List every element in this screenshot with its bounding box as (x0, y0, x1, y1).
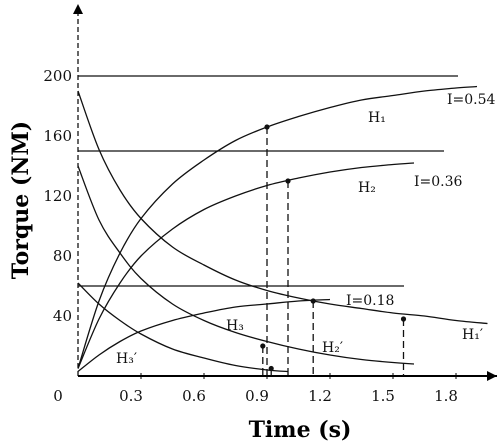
x-axis-title: Time (s) (249, 417, 352, 443)
x-tick-label: 0.6 (182, 387, 206, 405)
intersection-point (268, 365, 274, 372)
x-tick-label: 1.2 (308, 387, 332, 405)
series-label: H₂′ (322, 340, 343, 356)
series-line (77, 162, 415, 369)
y-axis-arrow (73, 4, 83, 14)
y-tick-label: 120 (43, 187, 72, 205)
series-label: H₂ (358, 180, 376, 196)
current-level-label: I=0.36 (414, 174, 463, 190)
x-axis-arrow (487, 371, 497, 381)
series-line (77, 298, 331, 373)
y-tick-label: 200 (43, 67, 72, 85)
series-label: H₃ (226, 318, 244, 334)
series-line (77, 165, 415, 365)
series-line (77, 85, 478, 369)
x-tick-label: 1.5 (371, 387, 395, 405)
current-level-label: I=0.18 (346, 293, 394, 309)
intersection-point (310, 298, 316, 304)
series-label: H₁ (368, 110, 386, 126)
x-tick-label: 0.3 (119, 387, 143, 405)
series-label: H₃′ (116, 351, 137, 367)
x-tick-label: 1.8 (434, 387, 458, 405)
intersection-point (260, 343, 266, 349)
current-level-label: I=0.54 (447, 92, 496, 108)
intersection-point (285, 178, 291, 184)
y-axis-title: Torque (NM) (8, 121, 34, 279)
y-tick-label: 160 (43, 127, 72, 145)
intersection-point (264, 124, 270, 130)
origin-label: 0 (53, 387, 63, 405)
series-line (77, 90, 488, 325)
y-tick-label: 80 (53, 247, 72, 265)
y-tick-label: 40 (53, 307, 72, 325)
intersection-point (400, 316, 407, 322)
series-label: H₁′ (462, 327, 483, 343)
x-tick-label: 0.9 (245, 387, 269, 405)
series-line (77, 282, 289, 373)
